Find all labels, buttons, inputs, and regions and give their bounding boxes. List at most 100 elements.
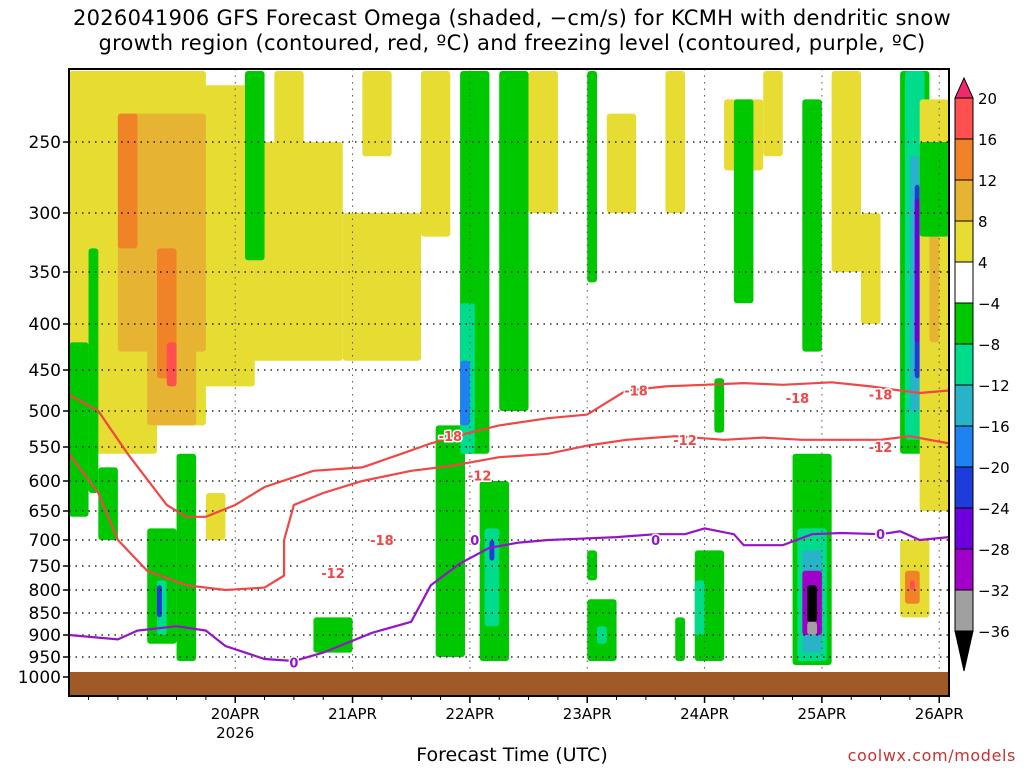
chart-title-line-1: 2026041906 GFS Forecast Omega (shaded, −…	[72, 6, 952, 30]
omega-shade-cell-50	[807, 621, 817, 635]
omega-shade-cell-12	[166, 342, 177, 387]
contour-line--18	[69, 381, 949, 518]
omega-shade-cell-33	[587, 550, 597, 581]
x-tick-label-24APR: 24APR	[680, 705, 729, 723]
colorbar-swatch-10	[954, 466, 974, 509]
contour-label--18-2: -18	[786, 392, 810, 407]
omega-shading-layer	[69, 71, 949, 665]
colorbar-label-3: 8	[978, 213, 988, 231]
y-tick-label-600: 600	[29, 472, 61, 492]
contour-label--18-1: -18	[624, 385, 648, 400]
omega-shade-cell-58	[914, 198, 920, 343]
colorbar-bottom-arrow	[954, 630, 974, 672]
omega-shade-cell-40	[694, 580, 705, 635]
contour-label--18-4: -18	[370, 534, 394, 549]
colorbar-swatch-7	[954, 343, 974, 386]
colorbar-label-4: 4	[978, 254, 988, 272]
omega-shade-cell-31	[528, 71, 558, 213]
colorbar-label-13: −36	[978, 623, 1010, 641]
omega-shade-cell-14	[88, 248, 99, 493]
chart-title-line-2: growth region (contoured, red, ºC) and f…	[98, 31, 926, 55]
omega-shade-cell-3	[205, 142, 343, 361]
colorbar-swatch-12	[954, 548, 974, 591]
omega-shade-cell-10	[117, 113, 138, 249]
plot-frame	[68, 68, 950, 697]
omega-shade-cell-35	[597, 626, 607, 644]
x-axis-title: Forecast Time (UTC)	[416, 744, 608, 766]
colorbar-label-6: −8	[978, 336, 1000, 354]
omega-shade-cell-52	[831, 71, 861, 272]
omega-shade-cell-37	[665, 71, 685, 213]
x-tick-label-21APR: 21APR	[328, 705, 377, 723]
colorbar-label-1: 16	[978, 131, 997, 149]
contour-label-0-2: 0	[651, 534, 660, 549]
y-tick-label-650: 650	[29, 502, 61, 522]
omega-shade-cell-17	[176, 453, 197, 661]
colorbar-swatch-4	[954, 220, 974, 263]
omega-shade-cell-6	[362, 71, 392, 157]
colorbar-label-10: −24	[978, 500, 1010, 518]
omega-shade-cell-64	[909, 580, 915, 590]
colorbar-label-5: −4	[978, 295, 1000, 313]
colorbar-swatch-13	[954, 589, 974, 632]
colorbar-swatch-6	[954, 302, 974, 345]
colorbar-top-arrow	[954, 76, 974, 99]
y-tick-label-950: 950	[29, 648, 61, 668]
credit-text: coolwx.com/models	[847, 746, 1016, 765]
contour-line--12	[69, 435, 949, 592]
contour-label--12-3: -12	[321, 567, 345, 582]
y-tick-label-550: 550	[29, 438, 61, 458]
colorbar-label-7: −12	[978, 377, 1010, 395]
y-tick-label-400: 400	[29, 315, 61, 335]
omega-shade-cell-22	[313, 617, 353, 653]
x-tick-label-25APR: 25APR	[797, 705, 846, 723]
omega-shade-cell-51	[802, 99, 822, 352]
omega-shade-cell-49	[807, 585, 817, 622]
omega-shade-cell-42	[733, 99, 754, 304]
colorbar: 20 16 12 8 4 −4 −8 −12 −16 −20 −24 −28 −32 −36	[954, 76, 1010, 672]
omega-shade-cell-23	[435, 425, 465, 657]
colorbar-swatch-5	[954, 261, 974, 304]
x-tick-label-26APR: 26APR	[915, 705, 964, 723]
omega-shade-cell-26	[460, 360, 470, 426]
x-tick-label-23APR: 23APR	[563, 705, 612, 723]
omega-shade-cell-38	[675, 617, 685, 661]
y-tick-label-500: 500	[29, 402, 61, 422]
colorbar-label-12: −32	[978, 582, 1010, 600]
colorbar-swatch-3	[954, 179, 974, 222]
omega-shade-cell-29	[489, 540, 495, 561]
omega-shade-cell-15	[98, 467, 118, 540]
contour-label--12-0: -12	[468, 470, 492, 485]
contour-label--12-2: -12	[869, 441, 893, 456]
colorbar-swatch-11	[954, 507, 974, 550]
y-tick-label-700: 700	[29, 531, 61, 551]
contour-label--18-3: -18	[869, 389, 893, 404]
grid-layer	[69, 69, 949, 696]
omega-shade-cell-5	[274, 71, 304, 213]
contour-label-0-3: 0	[876, 528, 885, 543]
colorbar-swatch-1	[954, 97, 974, 140]
y-axis: 2503003504004505005506006507007508008509…	[18, 133, 69, 688]
y-tick-label-250: 250	[29, 133, 61, 153]
contour-layer: -18 -18 -18 -18 -18 -12 -12 -12 -12 0 0 0 0	[69, 381, 949, 673]
colorbar-label-9: −20	[978, 459, 1010, 477]
colorbar-label-11: −28	[978, 541, 1010, 559]
colorbar-label-8: −16	[978, 418, 1010, 436]
omega-shade-cell-36	[606, 113, 637, 213]
colorbar-swatch-9	[954, 425, 974, 468]
omega-shade-cell-32	[587, 71, 597, 283]
ground-surface	[70, 672, 948, 696]
contour-label--12-1: -12	[673, 434, 697, 449]
contour-label--18-0: -18	[439, 430, 463, 445]
omega-shade-cell-4	[342, 213, 421, 361]
contour-line-0	[69, 527, 949, 663]
contour-label-0-1: 0	[470, 534, 479, 549]
omega-shade-cell-28	[484, 528, 500, 627]
omega-shade-cell-20	[245, 71, 265, 261]
x-tick-label-20APR: 20APR	[211, 705, 260, 723]
colorbar-swatch-2	[954, 138, 974, 181]
y-tick-label-750: 750	[29, 557, 61, 577]
x-tick-sublabel-20APR: 2026	[216, 724, 254, 742]
contour-label-0-0: 0	[289, 657, 298, 672]
